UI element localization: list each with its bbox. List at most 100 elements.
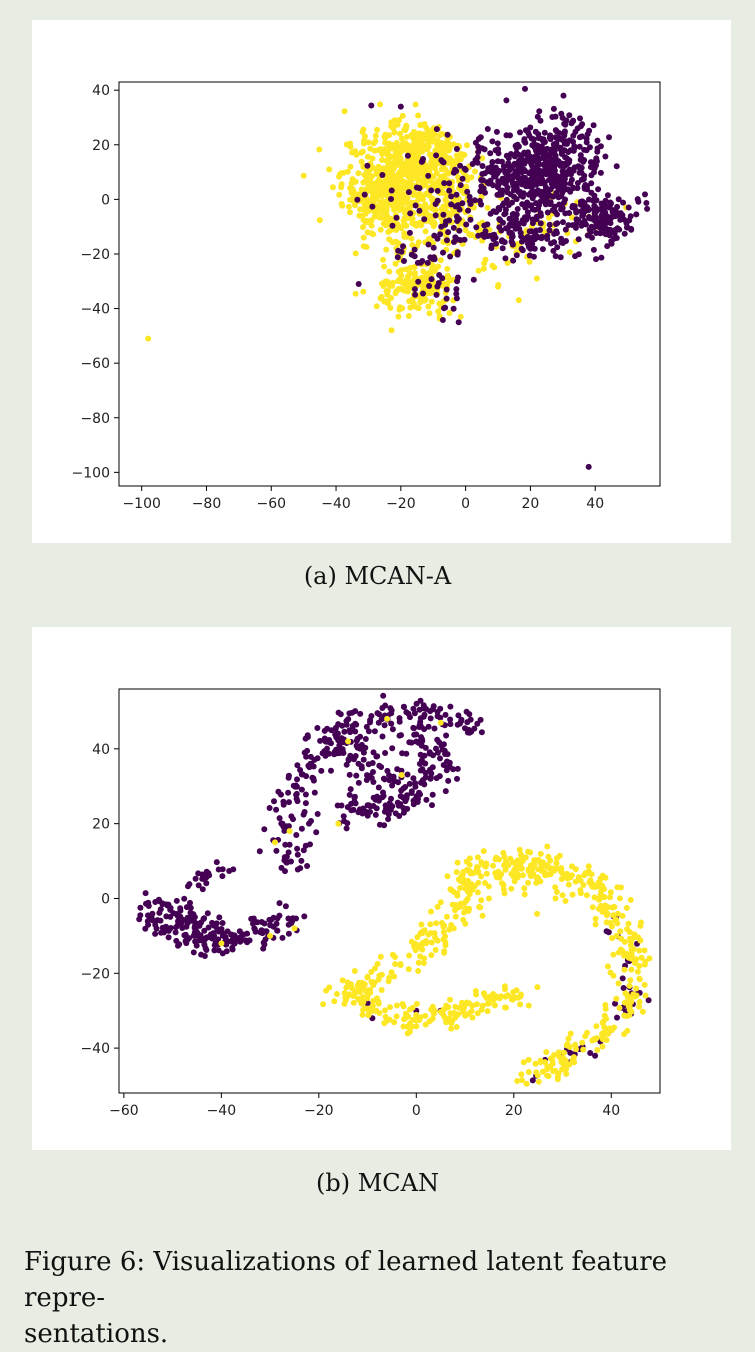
data-point [447,703,454,710]
data-point [398,272,405,279]
data-point [341,728,348,735]
data-point [493,874,500,880]
data-point [379,733,386,740]
data-point [636,975,643,982]
data-point [421,704,428,711]
y-tick-label: 0 [101,891,110,907]
data-point [204,910,211,917]
x-tick-label: −20 [304,1103,334,1119]
data-point [374,710,381,717]
data-point [300,847,307,854]
data-point [443,286,450,293]
data-point [346,710,353,717]
data-point [630,991,637,998]
data-point [339,746,346,753]
data-point [475,869,482,876]
data-point [415,278,422,285]
data-point [172,929,179,936]
y-tick-label: −100 [72,465,110,481]
scatter-chart-b: −60 −40 −20 0 20 40 −40 −20 0 20 40 [80,688,661,1119]
data-point [457,150,464,157]
data-point [413,700,420,707]
data-point [470,276,477,283]
data-point [523,178,530,185]
data-point [387,705,394,712]
data-point [444,265,451,272]
data-point [375,784,382,791]
data-point [471,725,478,732]
data-point [361,191,368,198]
data-point [619,212,626,219]
chart-panel-a: −100 −80 −60 −40 −20 0 20 40 −100 −80 −60 −40 −20 0 20… [32,20,731,543]
data-point [575,236,582,243]
data-point [388,153,395,160]
data-point [603,1015,610,1022]
data-point [456,720,463,727]
data-point [455,202,461,209]
data-point [511,153,518,160]
data-point [307,841,313,848]
data-point [484,1008,491,1015]
data-point [544,209,551,216]
data-point [440,211,447,218]
data-point [573,220,580,227]
data-point [646,955,653,962]
data-point [413,130,420,137]
data-point [362,736,369,742]
y-tick-label: −60 [80,356,110,372]
data-point [594,1047,601,1053]
data-point [185,883,191,890]
data-point [408,790,415,796]
data-point [388,196,394,202]
data-point [434,197,441,204]
data-point [343,721,350,728]
data-point [273,847,280,854]
data-point [611,1024,618,1031]
data-point [563,171,570,178]
data-point [379,157,385,163]
data-point [310,775,317,782]
data-point [505,153,512,160]
data-point [380,182,387,189]
data-point [356,806,363,813]
data-point [282,841,289,848]
data-point [298,786,305,793]
data-point [501,853,508,860]
data-point [454,892,461,899]
data-point [607,889,614,896]
data-point [386,1016,393,1023]
data-point [413,1000,420,1007]
data-point [546,221,553,228]
data-point [363,777,370,783]
data-point [574,125,581,132]
data-point [438,166,445,173]
data-point [349,985,355,992]
data-point [276,900,283,907]
data-point [428,908,434,915]
data-point [589,234,595,241]
data-point [481,233,488,240]
data-point [559,136,566,143]
data-point [423,940,430,947]
data-point [273,806,280,813]
data-point [439,746,446,753]
data-point [397,793,404,800]
data-point [583,139,590,146]
data-point [445,140,452,147]
x-tick-label: −80 [192,496,222,512]
data-point [535,856,542,863]
data-point [552,895,559,902]
data-point [347,140,354,147]
data-point [351,968,358,974]
x-tick-label: −20 [386,496,416,512]
data-point [429,764,436,771]
data-point [157,917,164,924]
data-point [443,1002,450,1009]
data-point [382,139,389,146]
data-point [352,800,359,807]
data-point [639,1008,646,1015]
data-point [426,1018,433,1025]
data-point [343,761,350,768]
data-point [183,923,190,930]
data-point [443,913,450,920]
